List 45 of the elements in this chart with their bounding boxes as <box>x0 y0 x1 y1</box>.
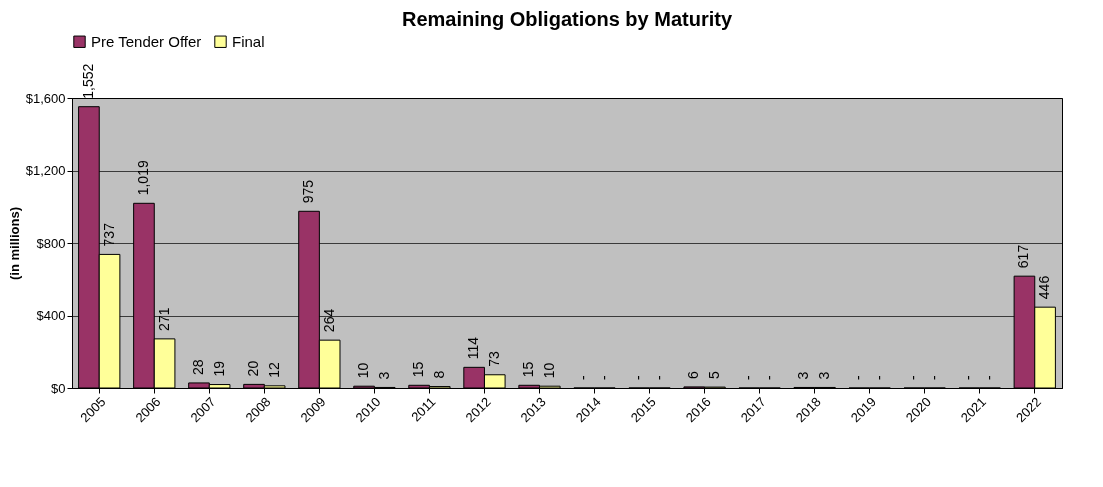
y-tick-label: $1,600 <box>25 90 66 106</box>
chart-title: Remaining Obligations by Maturity <box>401 8 733 30</box>
data-label: 10 <box>540 362 557 379</box>
data-label: 12 <box>265 362 282 378</box>
data-label: 19 <box>210 360 227 377</box>
y-tick-label: $0 <box>51 380 66 396</box>
data-label: 3 <box>815 371 832 380</box>
data-label: 3 <box>375 371 392 380</box>
data-label: 5 <box>705 371 722 380</box>
data-label: 73 <box>485 350 502 367</box>
data-label: 20 <box>245 360 262 377</box>
data-label: 1,552 <box>79 63 96 99</box>
data-label: - <box>595 375 612 380</box>
legend-label: Pre Tender Offer <box>91 32 202 50</box>
data-label: - <box>926 375 943 380</box>
data-label: - <box>870 375 887 380</box>
data-label: 15 <box>410 361 427 378</box>
data-label: 3 <box>795 371 812 380</box>
y-tick-label: $1,200 <box>25 163 66 178</box>
data-label: - <box>960 375 977 380</box>
data-label: 264 <box>320 308 337 333</box>
data-label: 10 <box>355 362 372 379</box>
data-label: - <box>740 375 757 380</box>
data-label: 737 <box>100 222 117 247</box>
data-label: 8 <box>430 370 447 379</box>
y-tick-label: $400 <box>36 308 66 323</box>
data-label: 617 <box>1015 244 1032 269</box>
data-label: - <box>630 375 647 380</box>
data-label: - <box>850 375 867 380</box>
data-label: 114 <box>465 336 482 360</box>
data-label: 446 <box>1036 275 1053 300</box>
data-label: - <box>650 375 667 380</box>
y-axis-title: (in millions) <box>6 207 22 280</box>
data-label: 6 <box>685 370 702 379</box>
y-tick-label: $800 <box>36 235 66 251</box>
legend-label: Final <box>232 32 265 50</box>
data-label: 1,019 <box>134 160 151 196</box>
data-label: - <box>905 375 922 380</box>
data-label: - <box>981 375 998 380</box>
data-label: - <box>760 375 777 380</box>
data-label: 271 <box>155 307 172 331</box>
data-label: 28 <box>189 359 206 375</box>
data-label: 15 <box>520 361 537 378</box>
data-label: - <box>575 375 592 380</box>
data-label: 975 <box>300 179 317 204</box>
